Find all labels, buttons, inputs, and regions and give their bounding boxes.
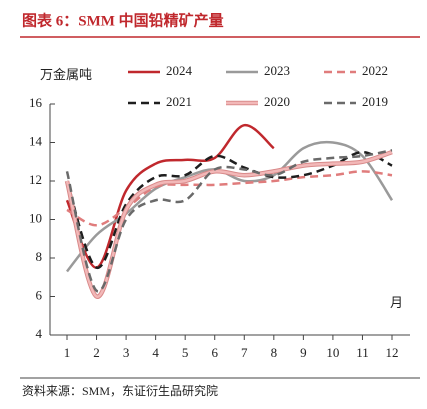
x-tick-label: 12 [386, 345, 399, 360]
x-tick-label: 7 [241, 345, 248, 360]
source: 资料来源：SMM，东证衍生品研究院 [22, 383, 218, 398]
x-tick-label: 11 [356, 345, 369, 360]
x-tick-label: 3 [123, 345, 130, 360]
y-tick-label: 16 [29, 95, 43, 110]
x-tick-label: 9 [300, 345, 307, 360]
chart-title: 图表 6：SMM 中国铅精矿产量 [22, 11, 224, 29]
legend-label: 2020 [264, 94, 290, 109]
x-tick-label: 4 [152, 345, 159, 360]
y-tick-label: 8 [36, 249, 43, 264]
x-tick-label: 6 [211, 345, 218, 360]
legend-label: 2022 [362, 63, 388, 78]
y-tick-label: 10 [29, 210, 42, 225]
x-tick-label: 1 [64, 345, 71, 360]
x-tick-label: 8 [271, 345, 278, 360]
line [65, 123, 275, 269]
y-tick-label: 6 [36, 287, 43, 302]
legend-label: 2021 [166, 94, 192, 109]
x-tick-label: 2 [93, 345, 100, 360]
legend-label: 2019 [362, 94, 388, 109]
x-axis-label: 月 [390, 295, 403, 310]
x-tick-label: 5 [182, 345, 189, 360]
legend-label: 2024 [166, 63, 193, 78]
y-tick-label: 4 [36, 326, 43, 341]
legend-label: 2023 [264, 63, 290, 78]
y-axis-label: 万金属吨 [40, 67, 92, 82]
x-tick-label: 10 [326, 345, 339, 360]
line [65, 148, 393, 293]
y-tick-label: 12 [29, 172, 42, 187]
y-tick-label: 14 [29, 133, 43, 148]
